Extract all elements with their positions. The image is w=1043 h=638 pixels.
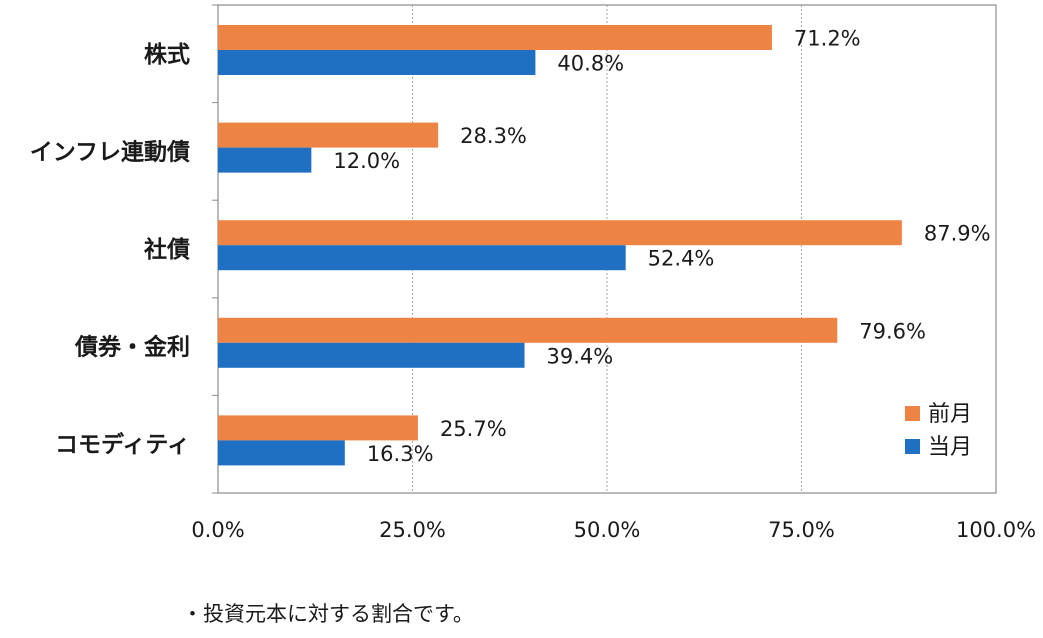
legend-swatch (905, 406, 920, 421)
bar (218, 415, 418, 441)
x-tick-label: 0.0% (191, 518, 244, 542)
bars (218, 25, 902, 466)
x-tick-labels: 0.0% 25.0% 50.0% 75.0% 100.0% (191, 518, 1036, 542)
category-label: 債券・金利 (74, 334, 190, 361)
data-label: 40.8% (557, 52, 624, 76)
bar-chart: 71.2% 40.8% 28.3% 12.0% 87.9% 52.4% 79.6% 39.4%… (30, 4, 1036, 542)
bar (218, 245, 626, 271)
bar (218, 50, 536, 75)
data-label: 52.4% (648, 247, 715, 271)
data-label: 71.2% (794, 27, 861, 51)
legend-label: 前月 (928, 402, 972, 427)
data-label: 87.9% (924, 222, 991, 246)
data-label: 79.6% (859, 319, 926, 343)
bar (218, 317, 838, 343)
category-label: コモディティ (55, 431, 190, 458)
category-label: インフレ連動債 (30, 139, 190, 165)
bar (218, 25, 772, 50)
legend-swatch (905, 439, 920, 454)
bar (218, 220, 902, 246)
category-ticks (212, 4, 218, 494)
x-tick-label: 50.0% (574, 518, 641, 542)
category-label: 株式 (144, 42, 190, 68)
footnote: ・投資元本に対する割合です。 (182, 602, 474, 626)
data-label: 39.4% (547, 344, 614, 368)
bar (218, 122, 439, 148)
bar (218, 440, 345, 466)
data-label: 12.0% (333, 149, 400, 173)
data-label: 16.3% (367, 442, 434, 466)
data-label: 28.3% (460, 124, 527, 148)
x-tick-label: 75.0% (768, 518, 835, 542)
category-label: 社債 (144, 236, 190, 263)
legend-label: 当月 (928, 435, 972, 460)
bar (218, 147, 312, 173)
x-tick-label: 100.0% (956, 518, 1036, 542)
x-tick-label: 25.0% (379, 518, 446, 542)
data-labels: 71.2% 40.8% 28.3% 12.0% 87.9% 52.4% 79.6% 39.4%… (333, 27, 990, 466)
bar (218, 342, 525, 368)
data-label: 25.7% (440, 417, 507, 441)
